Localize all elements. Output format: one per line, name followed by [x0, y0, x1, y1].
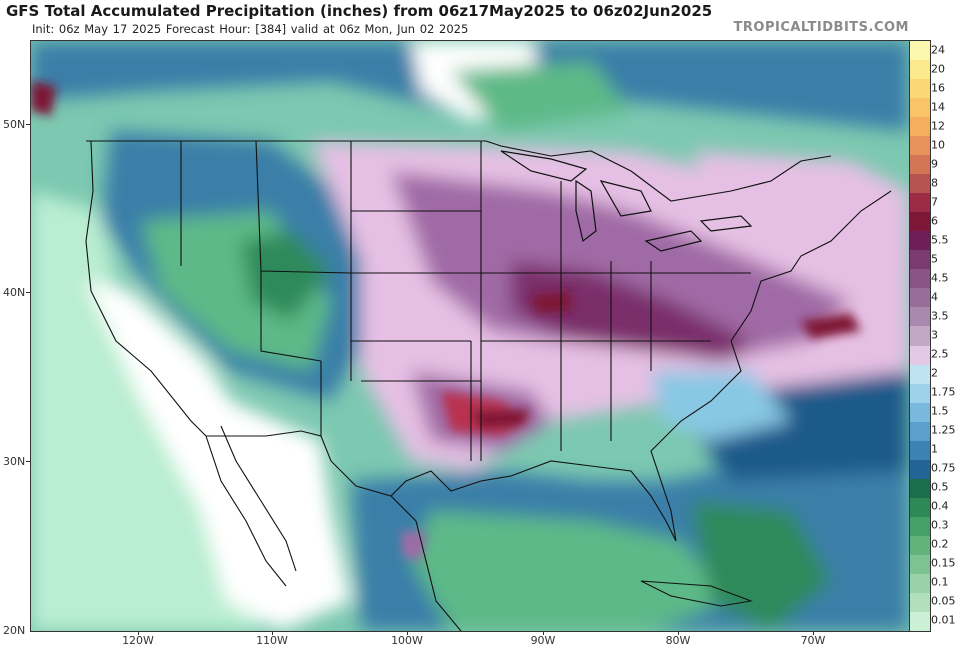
- axis-tick: [813, 631, 814, 635]
- legend-swatch: [910, 402, 930, 422]
- legend-swatch: [910, 326, 930, 346]
- legend-swatch: [910, 212, 930, 232]
- lat-label-20n: 20N: [3, 624, 26, 637]
- legend-swatch: [910, 98, 930, 118]
- legend-level-label: 0.05: [931, 594, 956, 608]
- legend-level-label: 0.3: [931, 518, 949, 532]
- legend-swatch: [910, 554, 930, 574]
- site-watermark: TROPICALTIDBITS.COM: [733, 20, 909, 35]
- legend-swatch: [910, 345, 930, 365]
- lat-label-30n: 30N: [3, 455, 26, 468]
- legend-level-label: 1.75: [931, 385, 956, 399]
- legend-level-label: 0.1: [931, 575, 949, 589]
- legend-level-label: 0.75: [931, 461, 956, 475]
- legend-level-label: 6: [931, 214, 938, 228]
- legend-swatch: [910, 611, 930, 631]
- lat-label-40n: 40N: [3, 286, 26, 299]
- legend-level-label: 1: [931, 442, 938, 456]
- legend-level-label: 2.5: [931, 347, 949, 361]
- lon-label-90w: 90W: [530, 634, 556, 647]
- axis-tick: [26, 461, 30, 462]
- legend-swatch: [910, 440, 930, 460]
- init-forecast-info: Init: 06z May 17 2025 Forecast Hour: [38…: [32, 22, 469, 36]
- legend-level-label: 0.2: [931, 537, 949, 551]
- legend-level-label: 3: [931, 328, 938, 342]
- axis-tick: [272, 631, 273, 635]
- lon-label-80w: 80W: [665, 634, 691, 647]
- axis-tick: [543, 631, 544, 635]
- legend-level-label: 16: [931, 81, 945, 95]
- color-scale-legend: [909, 40, 931, 632]
- legend-level-label: 7: [931, 195, 938, 209]
- legend-level-label: 5: [931, 252, 938, 266]
- legend-level-label: 0.5: [931, 480, 949, 494]
- precipitation-map: [30, 40, 910, 632]
- legend-swatch: [910, 459, 930, 479]
- lon-label-70w: 70W: [800, 634, 826, 647]
- axis-tick: [678, 631, 679, 635]
- legend-level-label: 24: [931, 43, 945, 57]
- legend-level-label: 4.5: [931, 271, 949, 285]
- legend-swatch: [910, 136, 930, 156]
- legend-level-label: 3.5: [931, 309, 949, 323]
- legend-swatch: [910, 174, 930, 194]
- legend-level-label: 0.4: [931, 499, 949, 513]
- legend-swatch: [910, 307, 930, 327]
- legend-swatch: [910, 269, 930, 289]
- legend-level-label: 14: [931, 100, 945, 114]
- legend-swatch: [910, 516, 930, 536]
- legend-swatch: [910, 497, 930, 517]
- lon-label-110w: 110W: [256, 634, 288, 647]
- axis-tick: [138, 631, 139, 635]
- legend-swatch: [910, 60, 930, 80]
- legend-swatch: [910, 478, 930, 498]
- axis-tick: [407, 631, 408, 635]
- legend-swatch: [910, 364, 930, 384]
- legend-level-label: 1.5: [931, 404, 949, 418]
- axis-tick: [26, 292, 30, 293]
- legend-level-label: 12: [931, 119, 945, 133]
- legend-level-label: 5.5: [931, 233, 949, 247]
- legend-swatch: [910, 421, 930, 441]
- legend-swatch: [910, 193, 930, 213]
- legend-swatch: [910, 231, 930, 251]
- legend-level-label: 20: [931, 62, 945, 76]
- legend-level-label: 0.15: [931, 556, 956, 570]
- chart-title: GFS Total Accumulated Precipitation (inc…: [6, 2, 713, 20]
- legend-swatch: [910, 250, 930, 270]
- legend-swatch: [910, 383, 930, 403]
- legend-level-label: 8: [931, 176, 938, 190]
- lon-label-120w: 120W: [122, 634, 154, 647]
- legend-level-label: 10: [931, 138, 945, 152]
- legend-level-label: 1.25: [931, 423, 956, 437]
- axis-tick: [26, 124, 30, 125]
- legend-level-label: 0.01: [931, 613, 956, 627]
- lon-label-100w: 100W: [391, 634, 423, 647]
- legend-swatch: [910, 288, 930, 308]
- legend-swatch: [910, 592, 930, 612]
- legend-swatch: [910, 573, 930, 593]
- legend-swatch: [910, 155, 930, 175]
- lat-label-50n: 50N: [3, 118, 26, 131]
- legend-level-label: 4: [931, 290, 938, 304]
- legend-swatch: [910, 535, 930, 555]
- legend-level-label: 9: [931, 157, 938, 171]
- legend-level-label: 2: [931, 366, 938, 380]
- legend-swatch: [910, 117, 930, 137]
- legend-swatch: [910, 79, 930, 99]
- legend-swatch: [910, 41, 930, 61]
